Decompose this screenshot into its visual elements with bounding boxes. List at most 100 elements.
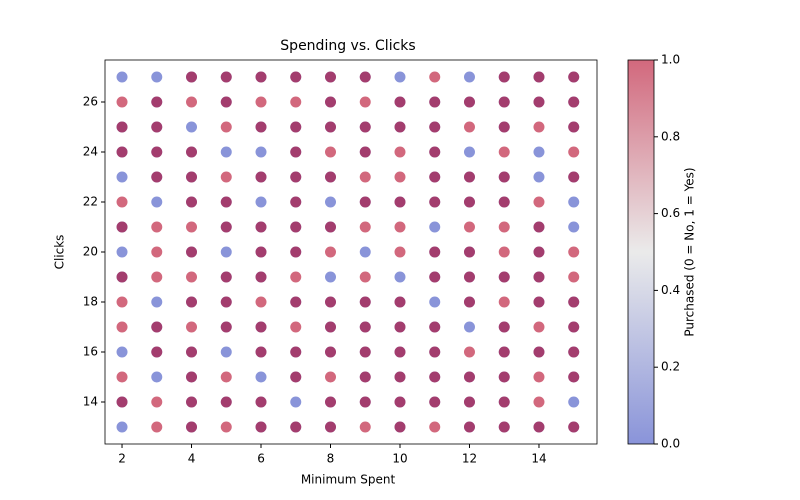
point xyxy=(359,371,371,383)
point xyxy=(394,246,406,258)
point xyxy=(498,396,510,408)
point xyxy=(151,346,163,358)
point xyxy=(290,296,302,308)
point xyxy=(151,146,163,158)
point xyxy=(290,196,302,208)
point xyxy=(151,171,163,183)
point xyxy=(463,396,475,408)
x-tick-label: 10 xyxy=(392,452,407,466)
point xyxy=(116,321,128,333)
point xyxy=(255,296,267,308)
x-tick-label: 4 xyxy=(188,452,196,466)
point xyxy=(394,421,406,433)
point xyxy=(255,196,267,208)
point xyxy=(463,121,475,133)
point xyxy=(463,421,475,433)
colorbar-tick-label: 0.4 xyxy=(661,283,680,297)
point xyxy=(325,71,336,83)
point xyxy=(394,371,406,383)
point xyxy=(359,196,371,208)
point xyxy=(359,271,371,283)
point xyxy=(568,321,580,333)
point xyxy=(533,421,545,433)
point xyxy=(429,196,441,208)
point xyxy=(151,321,163,333)
point xyxy=(325,271,336,283)
point xyxy=(568,371,580,383)
point xyxy=(290,371,302,383)
colorbar-label: Purchased (0 = No, 1 = Yes) xyxy=(683,167,697,336)
point xyxy=(498,171,510,183)
point xyxy=(533,296,545,308)
point xyxy=(325,171,336,183)
point xyxy=(325,396,336,408)
point xyxy=(359,71,371,83)
point xyxy=(186,221,198,233)
point xyxy=(463,246,475,258)
point xyxy=(533,196,545,208)
point xyxy=(394,121,406,133)
point xyxy=(325,246,336,258)
point xyxy=(498,246,510,258)
point xyxy=(533,221,545,233)
point xyxy=(568,346,580,358)
point xyxy=(325,221,336,233)
colorbar-tick-label: 0.8 xyxy=(661,129,680,143)
point xyxy=(533,346,545,358)
point xyxy=(186,396,198,408)
point xyxy=(429,96,441,108)
point xyxy=(151,196,163,208)
point xyxy=(290,421,302,433)
point xyxy=(568,221,580,233)
point xyxy=(151,371,163,383)
point xyxy=(290,71,302,83)
point xyxy=(359,221,371,233)
point xyxy=(325,296,336,308)
point xyxy=(463,346,475,358)
point xyxy=(290,121,302,133)
point xyxy=(186,196,198,208)
point xyxy=(568,246,580,258)
point xyxy=(394,196,406,208)
x-tick-label: 2 xyxy=(118,452,126,466)
point xyxy=(151,296,163,308)
x-tick-label: 6 xyxy=(257,452,265,466)
point xyxy=(220,71,232,83)
y-tick-label: 16 xyxy=(83,345,98,359)
point xyxy=(394,71,406,83)
point xyxy=(429,71,441,83)
point xyxy=(498,96,510,108)
point xyxy=(255,371,267,383)
point xyxy=(290,396,302,408)
point xyxy=(151,271,163,283)
point xyxy=(498,221,510,233)
point xyxy=(116,196,128,208)
point xyxy=(255,171,267,183)
point xyxy=(533,171,545,183)
point xyxy=(116,271,128,283)
y-tick-label: 24 xyxy=(83,145,98,159)
point xyxy=(463,171,475,183)
point xyxy=(325,346,336,358)
point xyxy=(186,421,198,433)
point xyxy=(359,421,371,433)
x-tick-label: 12 xyxy=(462,452,477,466)
point xyxy=(498,71,510,83)
point xyxy=(220,96,232,108)
point xyxy=(359,121,371,133)
point xyxy=(186,171,198,183)
point xyxy=(186,146,198,158)
point xyxy=(498,321,510,333)
points xyxy=(116,71,580,433)
point xyxy=(116,96,128,108)
point xyxy=(151,396,163,408)
point xyxy=(463,371,475,383)
point xyxy=(533,371,545,383)
point xyxy=(498,196,510,208)
point xyxy=(220,271,232,283)
point xyxy=(151,221,163,233)
point xyxy=(186,246,198,258)
point xyxy=(429,396,441,408)
point xyxy=(394,171,406,183)
